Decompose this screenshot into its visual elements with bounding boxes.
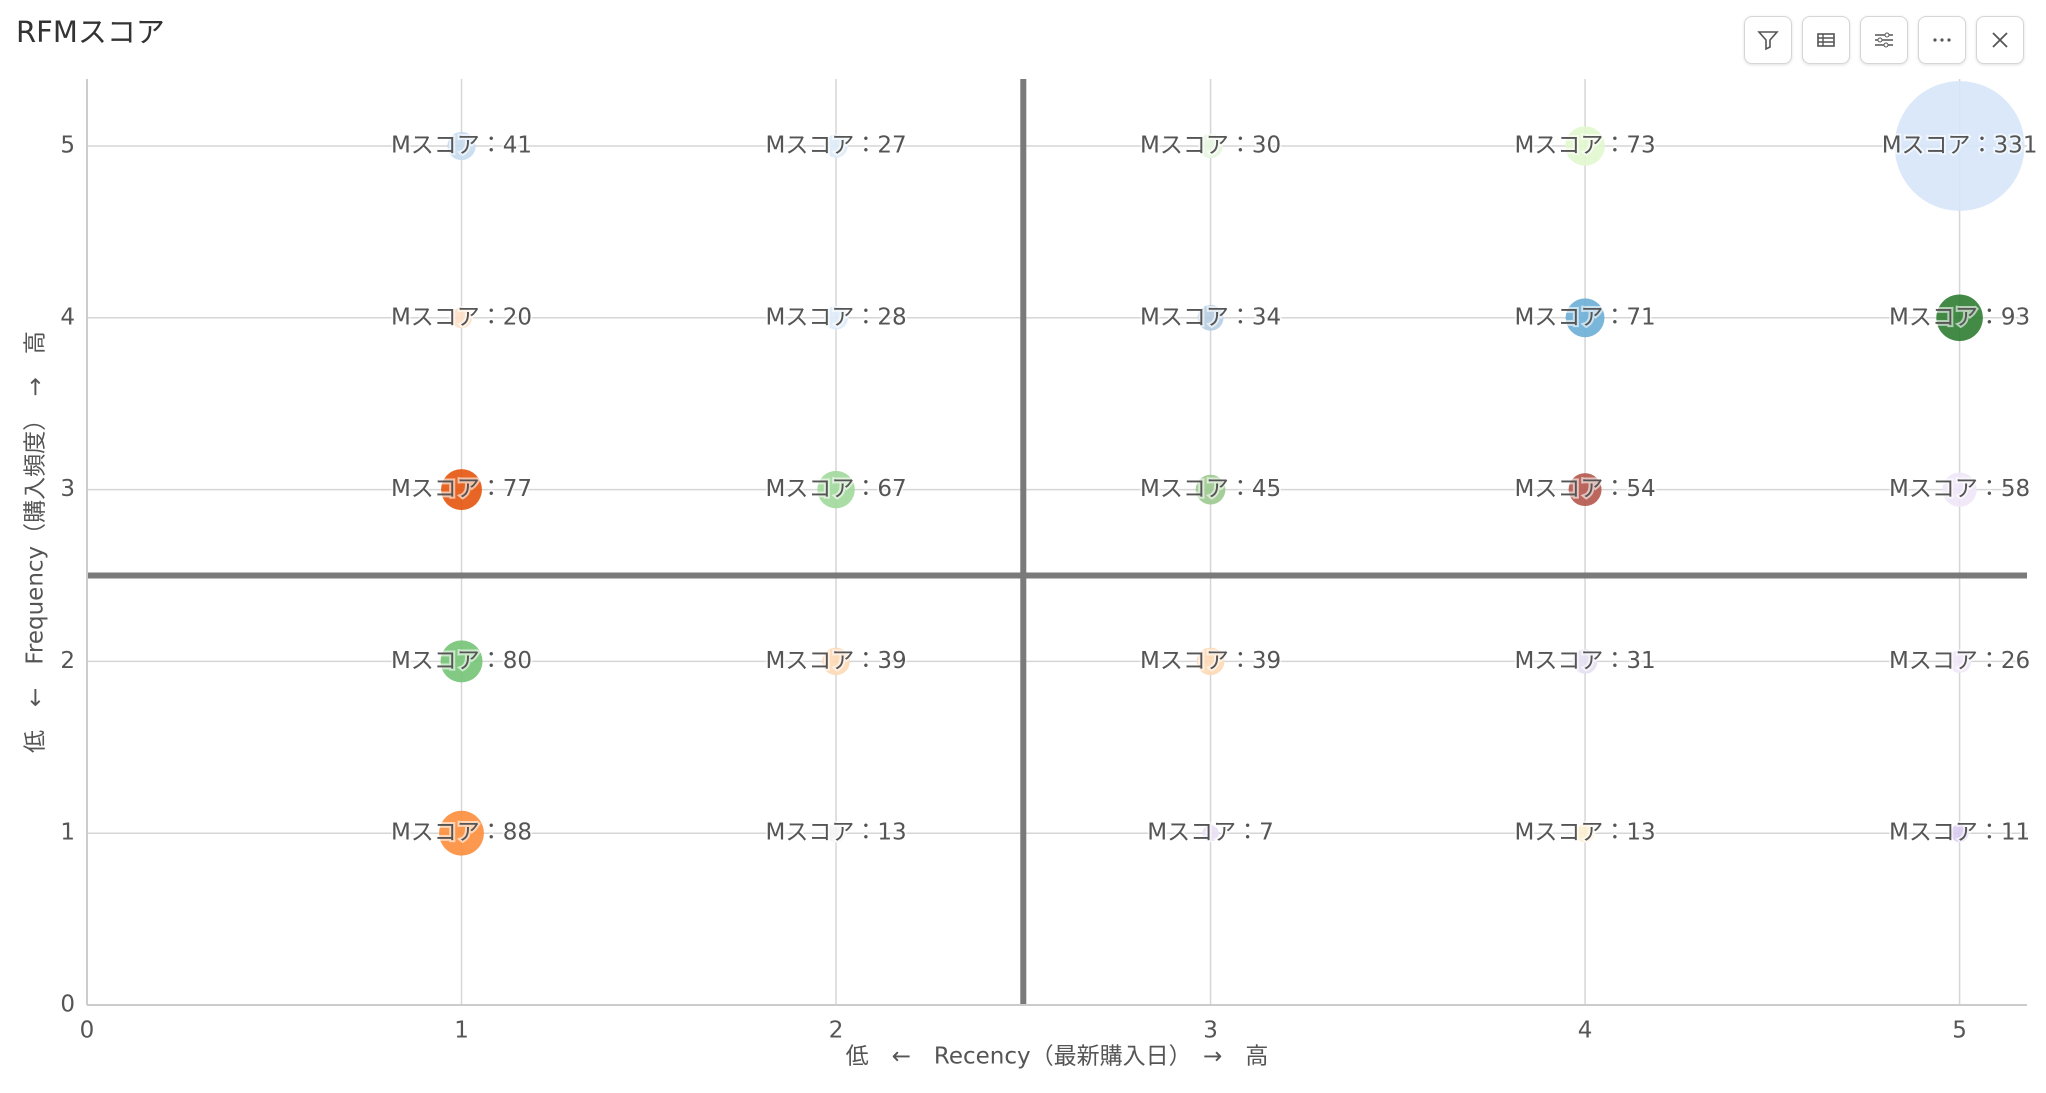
data-label: Mスコア：77 bbox=[391, 476, 532, 502]
data-label: Mスコア：71 bbox=[1515, 304, 1656, 330]
data-label: Mスコア：41 bbox=[391, 133, 532, 159]
data-label: Mスコア：45 bbox=[1140, 476, 1281, 502]
bubble bbox=[1936, 294, 1983, 342]
data-label: Mスコア：73 bbox=[1515, 133, 1656, 159]
bubble bbox=[1565, 126, 1605, 166]
bubble bbox=[1196, 647, 1225, 676]
bubble bbox=[1195, 474, 1226, 505]
filter-icon bbox=[1757, 31, 1779, 51]
data-label: Mスコア：331 bbox=[1882, 133, 2038, 159]
bubble bbox=[1948, 649, 1972, 673]
y-tick-label: 3 bbox=[60, 476, 75, 502]
y-tick-label: 2 bbox=[60, 648, 75, 674]
x-axis-label: 低 ← Recency（最新購入日） → 高 bbox=[846, 1044, 1269, 1070]
filter-button[interactable] bbox=[1744, 16, 1792, 64]
x-tick-label: 1 bbox=[454, 1018, 469, 1044]
chart-title: RFMスコア bbox=[16, 15, 165, 49]
data-label: Mスコア：34 bbox=[1140, 304, 1281, 330]
data-label: Mスコア：28 bbox=[765, 304, 906, 330]
settings-button[interactable] bbox=[1860, 16, 1908, 64]
bubble bbox=[1572, 648, 1598, 674]
data-label: Mスコア：93 bbox=[1889, 304, 2030, 330]
grid bbox=[87, 79, 2027, 1005]
bubble bbox=[439, 810, 484, 856]
data-label: Mスコア：54 bbox=[1515, 476, 1656, 502]
data-label: Mスコア：88 bbox=[391, 820, 532, 846]
bubble bbox=[1942, 472, 1977, 507]
x-tick-label: 2 bbox=[829, 1018, 844, 1044]
y-tick-label: 0 bbox=[60, 992, 75, 1018]
bubble bbox=[826, 823, 846, 843]
bubble bbox=[440, 640, 483, 683]
data-label: Mスコア：30 bbox=[1140, 133, 1281, 159]
data-label: Mスコア：13 bbox=[765, 820, 906, 846]
bubble bbox=[441, 469, 482, 511]
close-icon bbox=[1992, 32, 2008, 48]
bubble bbox=[1565, 298, 1605, 338]
bubbles bbox=[439, 81, 2025, 856]
data-label: Mスコア：11 bbox=[1889, 820, 2030, 846]
labels: Mスコア：41 Mスコア：27 Mスコア：30 Mスコア：73 Mスコア：331 Mスコア… bbox=[389, 131, 2040, 848]
data-label: Mスコア：39 bbox=[1140, 648, 1281, 674]
bubble bbox=[447, 131, 476, 161]
bubble bbox=[824, 305, 848, 330]
table-icon bbox=[1817, 33, 1835, 47]
bubble bbox=[1568, 473, 1602, 507]
y-axis-label: 低 ← Frequency（購入頻度） → 高 bbox=[23, 331, 49, 753]
data-label: Mスコア：67 bbox=[765, 476, 906, 502]
data-label: Mスコア：80 bbox=[391, 648, 532, 674]
x-tick-label: 4 bbox=[1578, 1018, 1593, 1044]
data-label: Mスコア：13 bbox=[1515, 820, 1656, 846]
more-button[interactable] bbox=[1918, 16, 1966, 64]
data-label: Mスコア：26 bbox=[1889, 648, 2030, 674]
data-label: Mスコア：27 bbox=[765, 133, 906, 159]
y-tick-label: 1 bbox=[60, 820, 75, 846]
data-label: Mスコア：31 bbox=[1515, 648, 1656, 674]
bubble bbox=[1575, 823, 1595, 843]
reference-lines bbox=[87, 79, 2027, 1005]
data-label: Mスコア：39 bbox=[765, 648, 906, 674]
x-tick-label: 0 bbox=[80, 1018, 95, 1044]
y-tick-label: 5 bbox=[60, 133, 75, 159]
bubble bbox=[1202, 824, 1219, 842]
data-label: Mスコア：58 bbox=[1889, 476, 2030, 502]
bubble bbox=[1894, 81, 2025, 211]
data-label: Mスコア：7 bbox=[1147, 820, 1273, 846]
settings-icon bbox=[1875, 32, 1893, 48]
bubble bbox=[822, 647, 850, 676]
bubble bbox=[1197, 304, 1224, 331]
table-button[interactable] bbox=[1802, 16, 1850, 64]
toolbar bbox=[1744, 16, 2024, 64]
bubble bbox=[1198, 133, 1223, 159]
data-label: Mスコア：20 bbox=[391, 304, 532, 330]
x-tick-label: 3 bbox=[1203, 1018, 1218, 1044]
bubble bbox=[817, 470, 855, 509]
bubble bbox=[451, 307, 473, 329]
more-icon bbox=[1933, 38, 1951, 42]
bubble bbox=[824, 134, 848, 158]
x-tick-label: 5 bbox=[1952, 1018, 1967, 1044]
bubble bbox=[1950, 824, 1969, 843]
y-tick-label: 4 bbox=[60, 304, 75, 330]
close-button[interactable] bbox=[1976, 16, 2024, 64]
